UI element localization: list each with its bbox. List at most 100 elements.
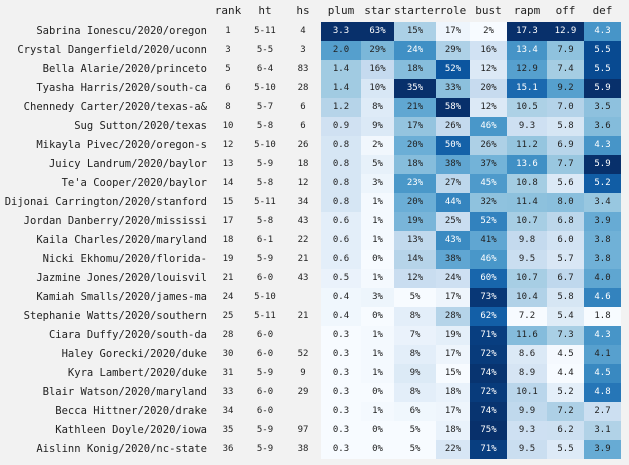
cell-role: 15% bbox=[436, 364, 470, 383]
cell-plum: 0.5 bbox=[321, 269, 361, 288]
cell-rapm: 10.7 bbox=[507, 212, 547, 231]
table-row: Juicy Landrum/2020/baylor 13 5-9 18 0.8 5% 18%… bbox=[0, 155, 629, 174]
cell-off: 5.6 bbox=[547, 174, 584, 193]
cell-starter: 20% bbox=[394, 136, 436, 155]
cell-def: 3.5 bbox=[584, 98, 621, 117]
player-label: Aislinn Konig/2020/nc-state bbox=[36, 443, 207, 455]
cell-off: 5.4 bbox=[547, 307, 584, 326]
cell-starter: 20% bbox=[394, 193, 436, 212]
table-row: Ciara Duffy/2020/south-da 28 6-0 0.3 1% 7% 19%… bbox=[0, 326, 629, 345]
cell-bust: 52% bbox=[470, 212, 507, 231]
cell-off: 6.0 bbox=[547, 231, 584, 250]
cell-rapm: 9.9 bbox=[507, 402, 547, 421]
cell-ht: 5-11 bbox=[254, 26, 276, 36]
cell-def: 5.2 bbox=[584, 174, 621, 193]
cell-rank: 35 bbox=[222, 425, 234, 435]
cell-bust: 72% bbox=[470, 383, 507, 402]
cell-ht: 6-0 bbox=[256, 387, 274, 397]
cell-role: 38% bbox=[436, 155, 470, 174]
table-row: Crystal Dangerfield/2020/uconn 3 5-5 3 2.0 29… bbox=[0, 41, 629, 60]
cell-rapm: 7.2 bbox=[507, 307, 547, 326]
cell-plum: 0.3 bbox=[321, 402, 361, 421]
player-label: Juicy Landrum/2020/baylor bbox=[48, 158, 207, 170]
cell-role: 17% bbox=[436, 402, 470, 421]
cell-role: 25% bbox=[436, 212, 470, 231]
cell-role: 17% bbox=[436, 22, 470, 41]
cell-star: 10% bbox=[361, 79, 394, 98]
cell-plum: 0.3 bbox=[321, 383, 361, 402]
cell-starter: 18% bbox=[394, 155, 436, 174]
cell-rank: 19 bbox=[222, 254, 234, 264]
table-row: Chennedy Carter/2020/texas-a& 8 5-7 6 1.2 8% 2… bbox=[0, 98, 629, 117]
cell-rank: 3 bbox=[225, 45, 231, 55]
cell-bust: 46% bbox=[470, 250, 507, 269]
cell-star: 2% bbox=[361, 136, 394, 155]
cell-starter: 17% bbox=[394, 117, 436, 136]
cell-off: 5.2 bbox=[547, 383, 584, 402]
cell-hs: 38 bbox=[297, 444, 309, 454]
cell-star: 0% bbox=[361, 383, 394, 402]
cell-starter: 14% bbox=[394, 250, 436, 269]
player-label: Nicki Ekhomu/2020/florida- bbox=[42, 253, 207, 265]
cell-role: 18% bbox=[436, 383, 470, 402]
column-header-starter: starter bbox=[394, 4, 441, 17]
cell-bust: 12% bbox=[470, 98, 507, 117]
cell-role: 26% bbox=[436, 117, 470, 136]
cell-bust: 75% bbox=[470, 421, 507, 440]
cell-rapm: 11.2 bbox=[507, 136, 547, 155]
cell-star: 8% bbox=[361, 98, 394, 117]
cell-role: 58% bbox=[436, 98, 470, 117]
cell-plum: 1.2 bbox=[321, 98, 361, 117]
cell-def: 4.3 bbox=[584, 22, 621, 41]
player-label: Kaila Charles/2020/maryland bbox=[36, 234, 207, 246]
table-row: Aislinn Konig/2020/nc-state 36 5-9 38 0.3 0% 5… bbox=[0, 440, 629, 459]
cell-hs: 43 bbox=[297, 216, 309, 226]
cell-rapm: 9.5 bbox=[507, 440, 547, 459]
cell-star: 1% bbox=[361, 402, 394, 421]
cell-starter: 35% bbox=[394, 79, 436, 98]
player-label: Kathleen Doyle/2020/iowa bbox=[55, 424, 207, 436]
cell-ht: 5-10 bbox=[254, 83, 276, 93]
player-label: Jordan Danberry/2020/mississi bbox=[23, 215, 207, 227]
cell-plum: 0.8 bbox=[321, 174, 361, 193]
player-label: Sug Sutton/2020/texas bbox=[74, 120, 207, 132]
player-label: Tyasha Harris/2020/south-ca bbox=[36, 82, 207, 94]
cell-plum: 0.9 bbox=[321, 117, 361, 136]
cell-off: 4.4 bbox=[547, 364, 584, 383]
cell-ht: 5-11 bbox=[254, 197, 276, 207]
cell-star: 29% bbox=[361, 41, 394, 60]
cell-star: 0% bbox=[361, 250, 394, 269]
player-label: Mikayla Pivec/2020/oregon-s bbox=[36, 139, 207, 151]
table-row: Kaila Charles/2020/maryland 18 6-1 22 0.6 1% 1… bbox=[0, 231, 629, 250]
cell-bust: 26% bbox=[470, 136, 507, 155]
cell-starter: 5% bbox=[394, 421, 436, 440]
cell-plum: 0.3 bbox=[321, 440, 361, 459]
column-header-rapm: rapm bbox=[513, 4, 541, 17]
table-row: Mikayla Pivec/2020/oregon-s 12 5-10 26 0.8 2%… bbox=[0, 136, 629, 155]
cell-plum: 1.4 bbox=[321, 60, 361, 79]
cell-bust: 71% bbox=[470, 440, 507, 459]
cell-bust: 32% bbox=[470, 193, 507, 212]
cell-ht: 5-7 bbox=[256, 102, 274, 112]
cell-role: 19% bbox=[436, 326, 470, 345]
cell-role: 43% bbox=[436, 231, 470, 250]
cell-ht: 6-0 bbox=[256, 406, 274, 416]
cell-starter: 6% bbox=[394, 402, 436, 421]
cell-star: 1% bbox=[361, 193, 394, 212]
cell-ht: 5-10 bbox=[254, 140, 276, 150]
cell-off: 7.3 bbox=[547, 326, 584, 345]
cell-rapm: 11.4 bbox=[507, 193, 547, 212]
cell-rank: 5 bbox=[225, 64, 231, 74]
cell-role: 28% bbox=[436, 307, 470, 326]
cell-bust: 16% bbox=[470, 41, 507, 60]
table-row: Te'a Cooper/2020/baylor 14 5-8 12 0.8 3% 23% 27… bbox=[0, 174, 629, 193]
cell-rapm: 10.8 bbox=[507, 174, 547, 193]
cell-ht: 5-9 bbox=[256, 159, 274, 169]
cell-hs: 21 bbox=[297, 254, 309, 264]
cell-def: 3.1 bbox=[584, 421, 621, 440]
cell-def: 3.4 bbox=[584, 193, 621, 212]
cell-rank: 13 bbox=[222, 159, 234, 169]
cell-rapm: 9.8 bbox=[507, 231, 547, 250]
player-label: Ciara Duffy/2020/south-da bbox=[48, 329, 207, 341]
cell-off: 6.7 bbox=[547, 269, 584, 288]
